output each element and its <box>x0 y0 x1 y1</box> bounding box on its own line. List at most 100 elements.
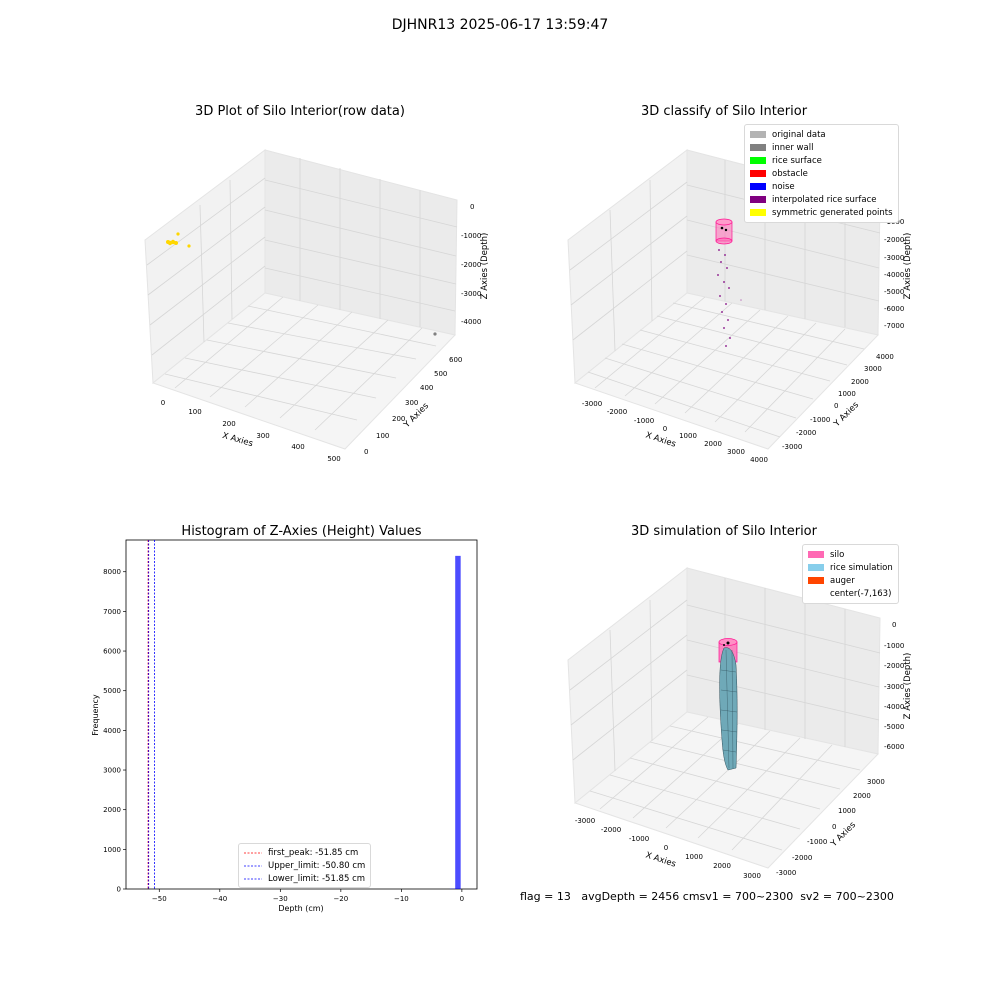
legend-label: rice surface <box>772 155 822 166</box>
raw-point <box>176 232 180 236</box>
classify-point <box>725 345 727 347</box>
histogram-y-tick-label: 6000 <box>103 648 121 656</box>
classify-point <box>720 226 724 230</box>
legend-item: symmetric generated points <box>750 206 893 219</box>
histogram-y-tick-label: 3000 <box>103 767 121 775</box>
classify-ytick: 3000 <box>864 365 882 373</box>
legend-item: original data <box>750 128 893 141</box>
classify-ztick: -2000 <box>884 236 904 244</box>
simulation-pane-floor <box>573 711 879 869</box>
simulation-ztick: -6000 <box>884 743 904 751</box>
classify-ytick: -2000 <box>796 429 816 437</box>
simulation-ytick: -1000 <box>807 838 827 846</box>
raw-ztick: -2000 <box>461 261 481 269</box>
classify-xtick: 1000 <box>679 432 697 440</box>
simulation-3d-plot: -3000 -2000 -1000 0 1000 2000 3000 X Axi… <box>567 566 913 880</box>
simulation-ztick: -2000 <box>884 662 904 670</box>
histogram-bar <box>455 555 461 889</box>
classify-xtick: -2000 <box>607 408 627 416</box>
raw-point <box>433 332 437 336</box>
legend-swatch <box>750 196 766 203</box>
raw-z-label: Z Axies (Depth) <box>480 233 490 300</box>
simulation-ztick: 0 <box>892 621 896 629</box>
classify-point <box>727 319 729 321</box>
raw-ytick: 600 <box>449 356 462 364</box>
classify-point <box>728 287 730 289</box>
legend-label: symmetric generated points <box>772 207 893 218</box>
simulation-ytick: -3000 <box>776 869 796 877</box>
classify-point <box>740 299 742 301</box>
classify-silo-bottom <box>715 237 733 245</box>
classify-panel-title: 3D classify of Silo Interior <box>640 104 808 119</box>
histogram-y-tick-label: 4000 <box>103 727 121 735</box>
simulation-ztick: -1000 <box>884 642 904 650</box>
classify-x-label: X Axies <box>644 430 677 449</box>
raw-point <box>166 240 170 244</box>
histogram-y-tick-label: 2000 <box>103 806 121 814</box>
histogram-chart: −50 −40 −30 −20 −10 0 0 1000 2000 3000 4000 5000 600… <box>91 539 478 913</box>
raw-ytick: 200 <box>392 415 405 423</box>
raw-xtick: 300 <box>256 432 269 440</box>
legend-swatch <box>750 209 766 216</box>
classify-xtick: 0 <box>663 425 667 433</box>
classify-point <box>729 337 731 339</box>
raw-xtick: 200 <box>222 420 235 428</box>
simulation-ztick: -4000 <box>884 703 904 711</box>
simulation-ytick: 1000 <box>838 807 856 815</box>
raw-ytick: 100 <box>376 432 389 440</box>
classify-z-label: Z Axies (Depth) <box>903 233 913 300</box>
status-line: flag = 13 avgDepth = 2456 cmsv1 = 700~23… <box>520 890 894 903</box>
classify-ytick: 2000 <box>851 378 869 386</box>
histogram-x-tick-label: −10 <box>394 895 409 903</box>
classify-point <box>717 274 719 276</box>
legend-label: auger <box>830 575 855 586</box>
classify-ztick: -6000 <box>884 305 904 313</box>
histogram-y-tick-label: 7000 <box>103 608 121 616</box>
classify-xtick: 3000 <box>727 448 745 456</box>
legend-swatch <box>808 551 824 558</box>
histogram-y-tick-label: 0 <box>117 886 121 894</box>
legend-label: inner wall <box>772 142 814 153</box>
classify-point <box>726 267 728 269</box>
classify-silo <box>715 218 733 245</box>
histogram-x-label: Depth (cm) <box>278 904 323 913</box>
classify-point <box>725 303 727 305</box>
simulation-ytick: 2000 <box>853 792 871 800</box>
simulation-x-label: X Axies <box>644 850 677 869</box>
simulation-xtick: 2000 <box>713 862 731 870</box>
simulation-center-marker <box>726 641 730 645</box>
simulation-x-ticks: -3000 -2000 -1000 0 1000 2000 3000 <box>575 817 761 880</box>
classify-ytick: 4000 <box>876 353 894 361</box>
histogram-title: Histogram of Z-Axies (Height) Values <box>181 524 422 539</box>
legend-swatch <box>244 852 262 853</box>
simulation-xtick: 0 <box>664 844 668 852</box>
raw-point <box>174 241 178 245</box>
raw-ytick: 400 <box>420 384 433 392</box>
histogram-x-tick-label: −40 <box>212 895 227 903</box>
legend-swatch <box>808 564 824 571</box>
simulation-xtick: -2000 <box>601 826 621 834</box>
classify-ztick: -3000 <box>884 254 904 262</box>
legend-item: obstacle <box>750 167 893 180</box>
raw-points <box>166 232 437 336</box>
classify-point <box>723 327 725 329</box>
raw-ztick: 0 <box>470 203 474 211</box>
classify-xtick: 2000 <box>704 440 722 448</box>
simulation-ytick: 0 <box>832 823 836 831</box>
legend-label: Upper_limit: -50.80 cm <box>268 860 366 871</box>
histogram-legend: first_peak: -51.85 cm Upper_limit: -50.8… <box>238 843 372 888</box>
classify-point <box>721 311 723 313</box>
raw-xtick: 100 <box>188 408 201 416</box>
legend-label: Lower_limit: -51.85 cm <box>268 873 366 884</box>
classify-y-ticks: -3000 -2000 -1000 0 1000 2000 3000 4000 <box>782 353 894 451</box>
figure-title: DJHNR13 2025-06-17 13:59:47 <box>391 17 609 33</box>
histogram-x-tick-label: 0 <box>460 895 464 903</box>
classify-point <box>724 228 728 232</box>
histogram-y-label: Frequency <box>91 694 100 736</box>
raw-panel-title: 3D Plot of Silo Interior(row data) <box>195 104 405 119</box>
legend-label: center(-7,163) <box>830 588 892 599</box>
classify-point <box>719 295 721 297</box>
classify-x-ticks: -3000 -2000 -1000 0 1000 2000 3000 4000 <box>582 400 768 464</box>
legend-label: noise <box>772 181 795 192</box>
raw-ztick: -3000 <box>461 290 481 298</box>
